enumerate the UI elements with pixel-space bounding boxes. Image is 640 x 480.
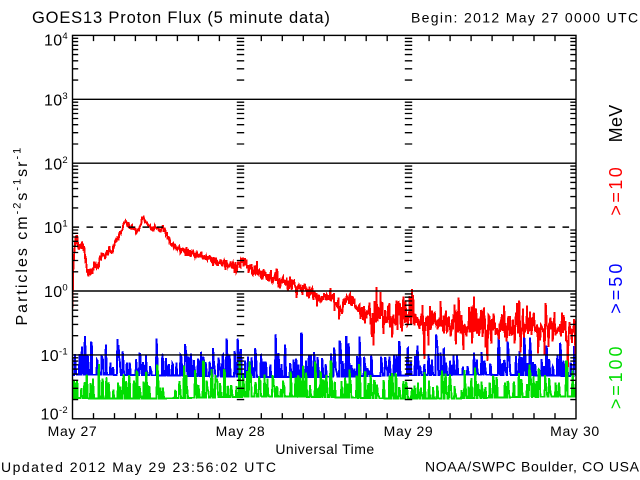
svg-text:>=50: >=50 bbox=[606, 261, 626, 314]
svg-text:May 30: May 30 bbox=[550, 423, 600, 439]
svg-text:NOAA/SWPC Boulder, CO USA: NOAA/SWPC Boulder, CO USA bbox=[425, 459, 640, 475]
svg-text:>=100: >=100 bbox=[606, 344, 626, 410]
svg-text:>=10: >=10 bbox=[606, 165, 626, 216]
svg-text:101: 101 bbox=[44, 219, 68, 238]
svg-text:100: 100 bbox=[44, 283, 68, 302]
svg-text:103: 103 bbox=[44, 91, 68, 110]
svg-text:Updated 2012 May 29 23:56:02 U: Updated 2012 May 29 23:56:02 UTC bbox=[1, 459, 278, 475]
svg-text:May 29: May 29 bbox=[384, 423, 434, 439]
svg-text:GOES13 Proton Flux (5 minute d: GOES13 Proton Flux (5 minute data) bbox=[32, 9, 331, 27]
svg-text:Particles cm-2s-1sr-1: Particles cm-2s-1sr-1 bbox=[11, 146, 31, 326]
svg-text:May 27: May 27 bbox=[48, 423, 98, 439]
svg-text:May 28: May 28 bbox=[216, 423, 266, 439]
svg-text:MeV: MeV bbox=[606, 104, 626, 142]
svg-text:Begin: 2012 May 27 0000 UTC: Begin: 2012 May 27 0000 UTC bbox=[411, 10, 639, 26]
svg-text:Universal Time: Universal Time bbox=[275, 441, 374, 457]
svg-text:102: 102 bbox=[44, 155, 68, 174]
svg-text:104: 104 bbox=[44, 31, 68, 50]
